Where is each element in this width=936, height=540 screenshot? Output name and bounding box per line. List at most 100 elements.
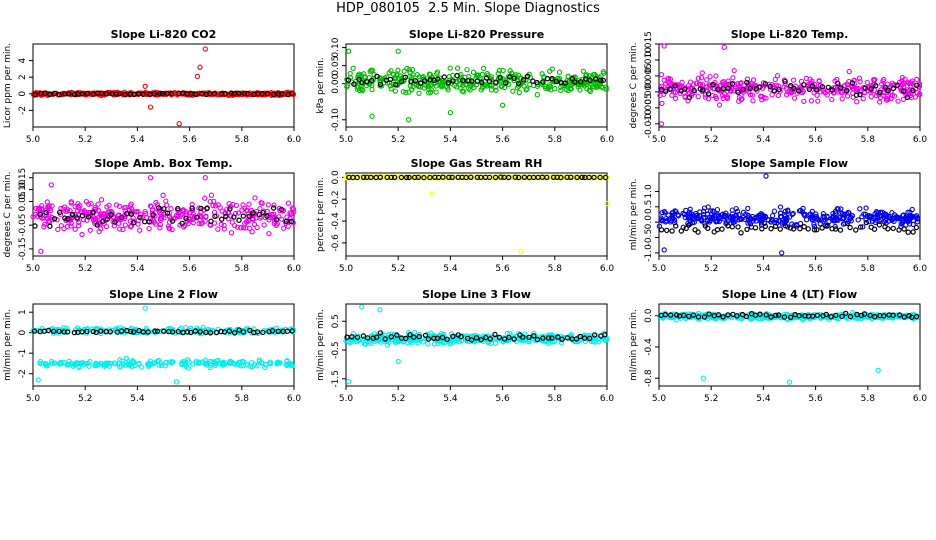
outlier-point (142, 305, 148, 311)
reference-point (553, 78, 559, 85)
series-point (498, 83, 505, 90)
y-tick-label: -0.005 (644, 93, 654, 122)
reference-point (578, 78, 584, 85)
series-point (874, 313, 880, 319)
reference-point (706, 311, 712, 317)
series-point (662, 210, 668, 216)
series-point (520, 337, 526, 343)
reference-point (664, 227, 670, 234)
reference-point (208, 218, 214, 224)
reference-point (194, 214, 200, 220)
series-point (45, 205, 52, 211)
outlier-point (359, 304, 365, 310)
series-point (347, 70, 353, 77)
series-point (200, 324, 206, 331)
reference-point (260, 209, 266, 216)
x-tick-label: 5.2 (78, 135, 92, 145)
reference-point (534, 336, 541, 343)
reference-point (674, 312, 680, 318)
series-point (462, 335, 469, 341)
panel-title: Slope Li-820 CO2 (111, 28, 217, 41)
reference-point (710, 81, 716, 88)
series-point (194, 359, 200, 366)
series-point (603, 86, 609, 93)
reference-point (112, 219, 118, 225)
reference-point (356, 76, 362, 83)
reference-point (351, 81, 357, 87)
series-point (790, 210, 796, 217)
series-point (705, 204, 711, 210)
reference-point (127, 328, 134, 335)
reference-point (683, 225, 689, 232)
outlier-point (35, 377, 41, 383)
plot-frame (658, 172, 921, 257)
series-point (887, 215, 893, 221)
series-point (241, 359, 247, 365)
series-point (252, 195, 258, 201)
series-point (267, 361, 273, 367)
reference-point (146, 219, 152, 225)
reference-point (667, 86, 673, 92)
x-tick-label: 5.8 (235, 135, 250, 145)
y-tick-label: -1.5 (331, 370, 341, 388)
series-point (421, 85, 427, 91)
reference-point (189, 205, 195, 212)
reference-point (835, 80, 841, 87)
reference-point (524, 73, 531, 80)
panel-title: Slope Amb. Box Temp. (94, 157, 232, 170)
y-axis-label: ml/min per min. (3, 309, 13, 381)
series-point (286, 218, 292, 225)
series-point (428, 330, 434, 336)
series-point (711, 209, 717, 215)
y-axis-label: kPa per min. (316, 57, 326, 113)
reference-point (97, 328, 104, 334)
series-point (41, 224, 47, 230)
reference-point (844, 220, 851, 227)
x-tick-label: 5.8 (548, 135, 563, 145)
reference-point (270, 205, 277, 211)
series-point (203, 214, 209, 220)
series-point (556, 69, 563, 75)
reference-point (805, 226, 811, 232)
series-point (663, 215, 669, 222)
y-axis-label: Licor ppm per min. (3, 43, 13, 128)
reference-point (863, 219, 870, 226)
series-point (34, 91, 41, 97)
x-tick-label: 5.8 (235, 264, 250, 274)
series-point (816, 78, 822, 84)
reference-point (116, 90, 123, 97)
y-tick-label: 0.0 (644, 308, 654, 323)
series-point (846, 68, 852, 75)
reference-point (236, 327, 242, 333)
series-point (157, 225, 163, 231)
series-point (862, 211, 869, 217)
series-point (745, 205, 751, 212)
y-tick-label: 0.005 (644, 63, 654, 89)
x-tick-label: 5.6 (182, 264, 197, 274)
series-point (772, 76, 778, 83)
series-point (406, 89, 412, 95)
reference-point (857, 224, 864, 230)
x-tick-label: 5.2 (78, 394, 92, 404)
series-point (474, 73, 480, 79)
series-point (663, 219, 669, 225)
series-point (274, 361, 280, 367)
series-point (86, 363, 92, 369)
reference-point (71, 91, 78, 98)
reference-point (540, 79, 546, 85)
y-tick-label: 0.000 (644, 79, 654, 105)
reference-point (574, 174, 580, 181)
series-point (738, 92, 744, 99)
series-point (899, 74, 905, 81)
reference-point (411, 334, 417, 340)
series-point (431, 333, 437, 339)
series-point (658, 71, 665, 78)
plot-frame (32, 43, 295, 128)
y-tick-label: 0.0 (644, 215, 654, 230)
series-point (835, 217, 841, 223)
reference-point (259, 90, 265, 97)
reference-point (602, 174, 609, 181)
reference-point (593, 76, 599, 82)
x-tick-label: 6.0 (287, 264, 302, 274)
reference-point (673, 223, 679, 229)
